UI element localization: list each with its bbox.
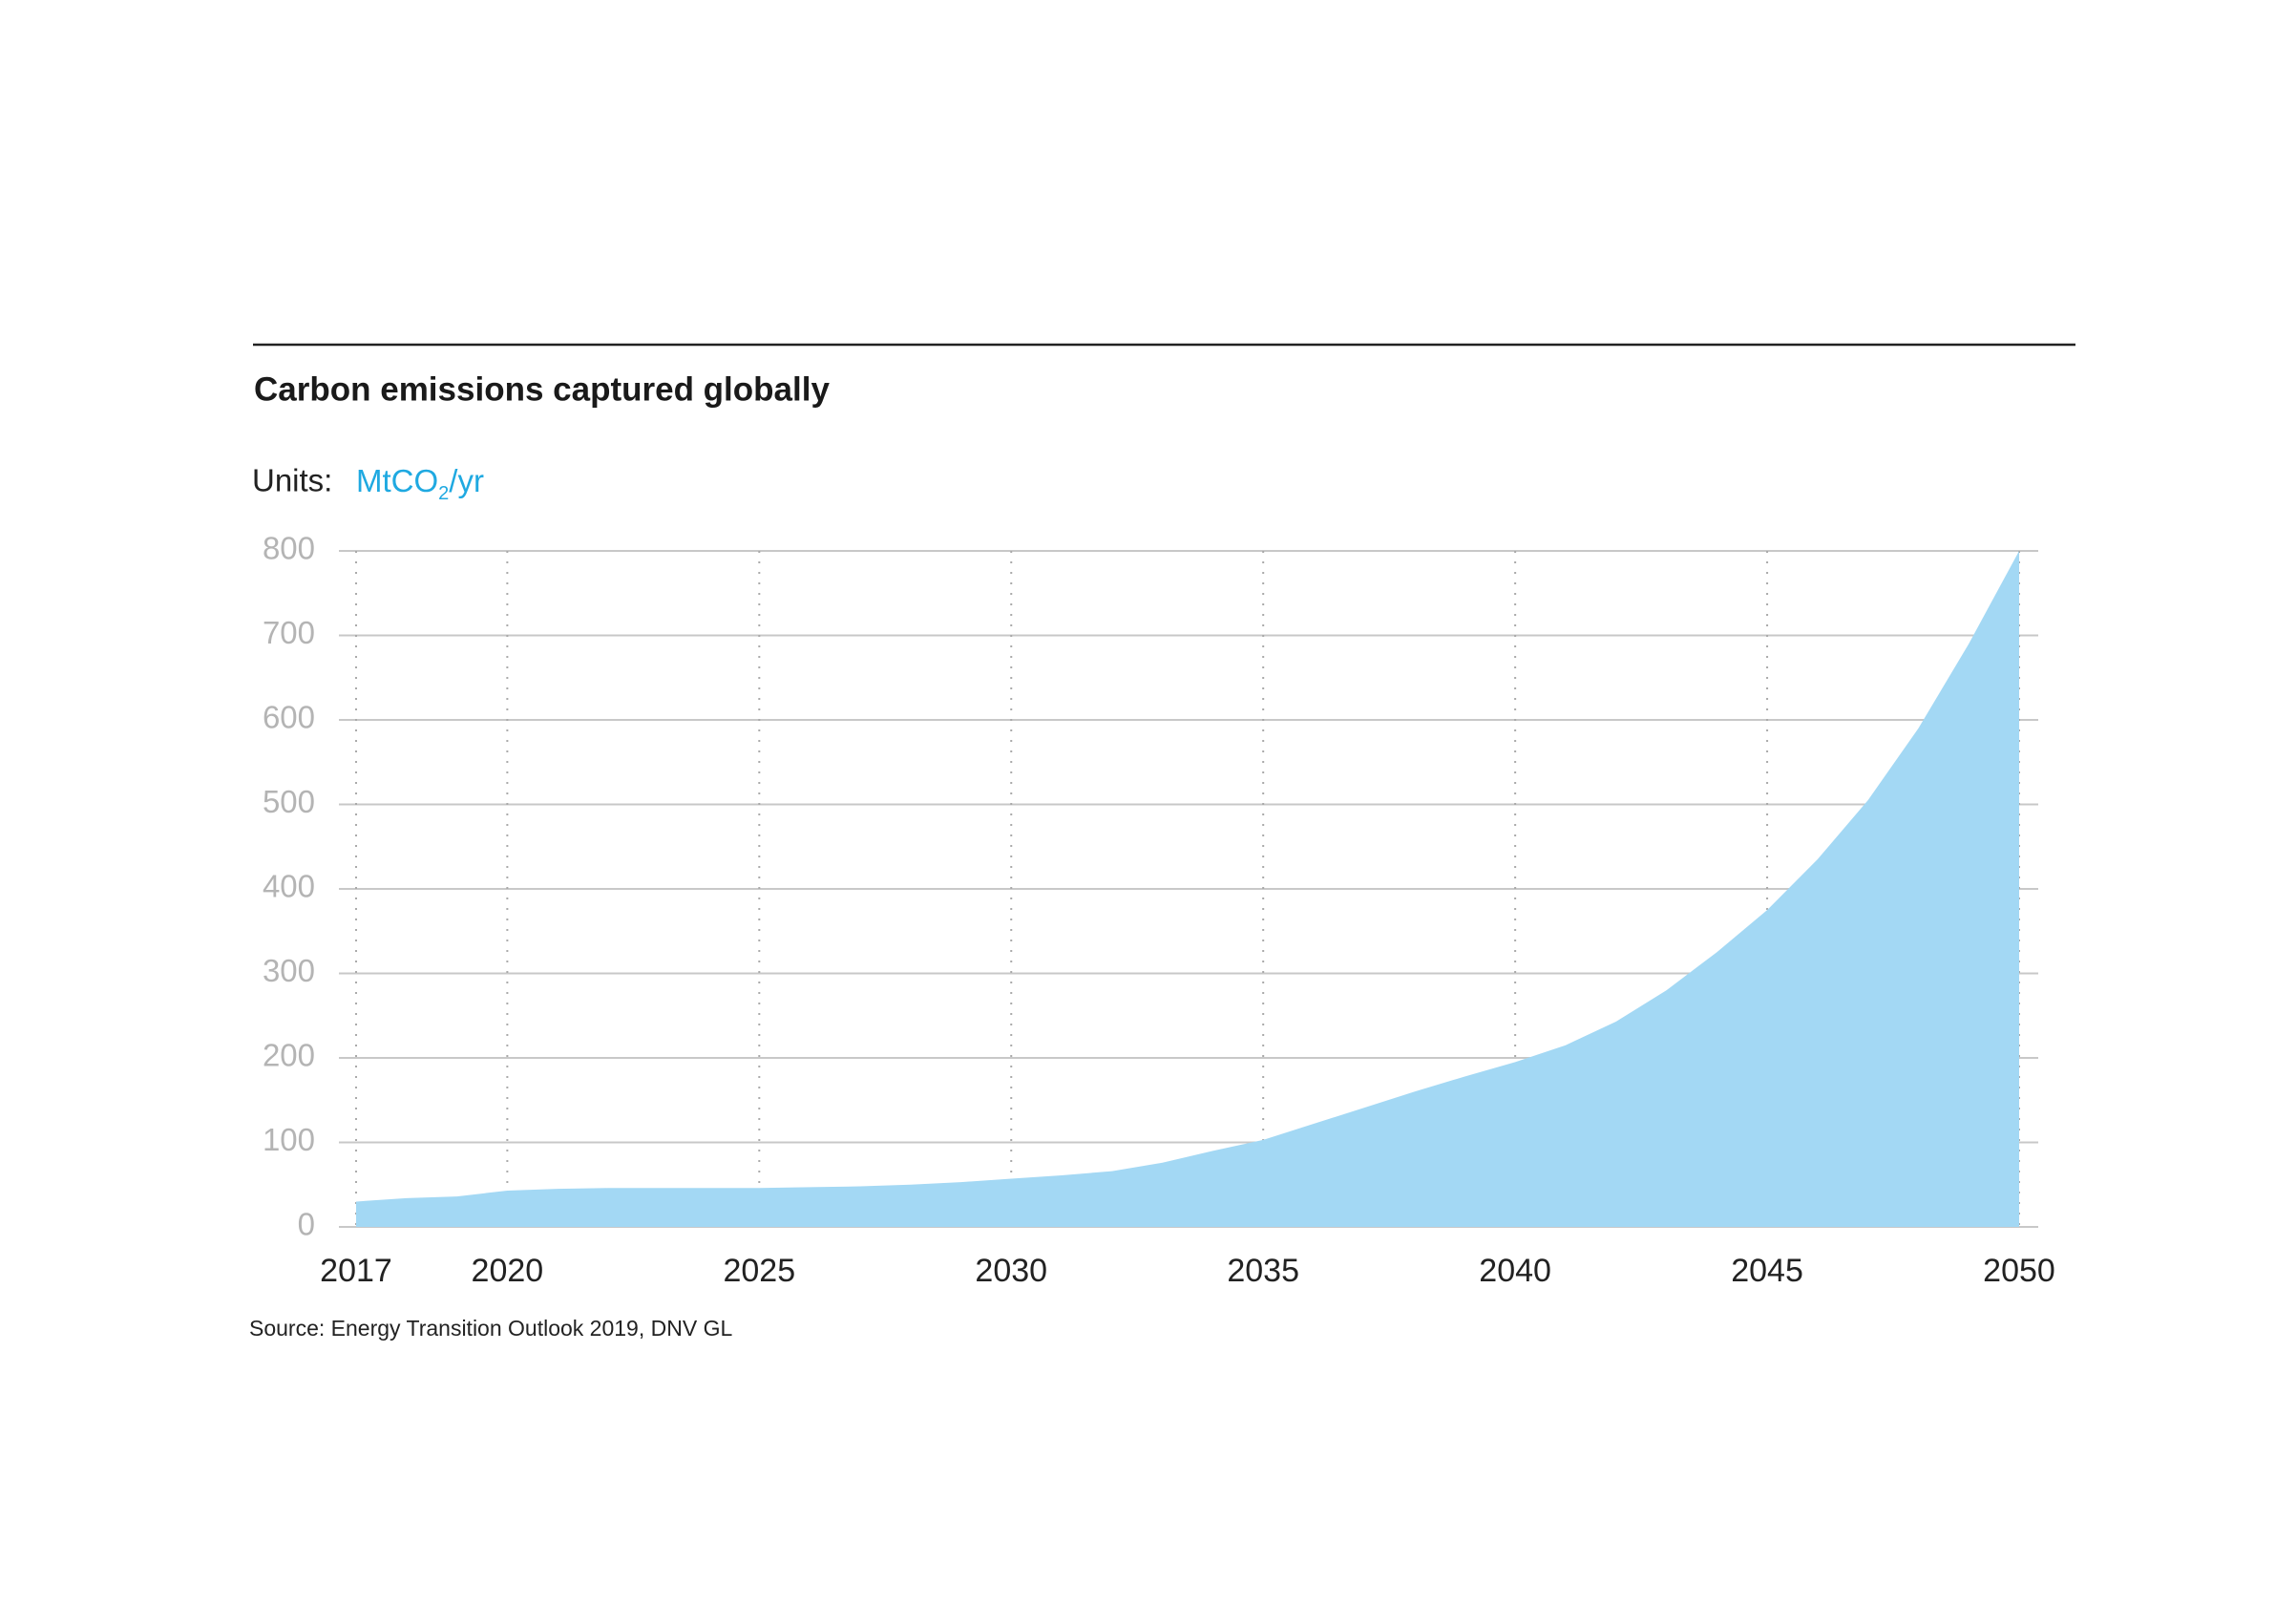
units-main: MtCO <box>356 463 438 498</box>
x-tick-label: 2025 <box>723 1253 795 1289</box>
y-tick-label: 400 <box>263 869 315 904</box>
x-tick-label: 2050 <box>1983 1253 2055 1289</box>
y-tick-label: 500 <box>263 784 315 819</box>
chart-title: Carbon emissions captured globally <box>254 370 830 408</box>
y-tick-label: 600 <box>263 700 315 735</box>
area <box>356 551 2019 1227</box>
source: Source: Energy Transition Outlook 2019, … <box>249 1316 732 1341</box>
units: MtCO2/yr <box>356 463 484 505</box>
y-tick-label: 200 <box>263 1038 315 1073</box>
plot <box>356 551 2019 1227</box>
x-tick-label: 2045 <box>1731 1253 1803 1289</box>
x-tick-label: 2030 <box>975 1253 1047 1289</box>
units-label: Units: <box>252 463 332 498</box>
y-tick-label: 100 <box>263 1122 315 1157</box>
x-tick-label: 2017 <box>320 1253 392 1289</box>
y-tick-label: 0 <box>298 1207 315 1242</box>
axes: 0 100 200 300 400 500 600 700 800 2017 2020 2025 203… <box>263 531 2055 1289</box>
x-tick-label: 2035 <box>1227 1253 1299 1289</box>
y-tick-label: 700 <box>263 615 315 650</box>
units-tail: /yr <box>449 463 484 498</box>
x-tick-label: 2020 <box>472 1253 544 1289</box>
y-tick-label: 300 <box>263 953 315 988</box>
units-sub: 2 <box>438 483 449 504</box>
x-tick-label: 2040 <box>1479 1253 1551 1289</box>
y-tick-label: 800 <box>263 531 315 566</box>
